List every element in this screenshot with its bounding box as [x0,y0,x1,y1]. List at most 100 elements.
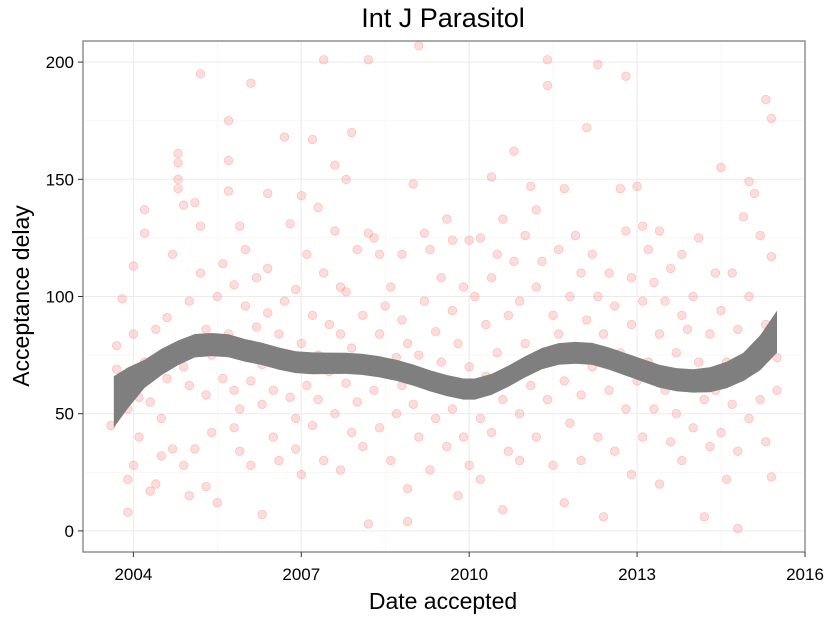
data-point [721,474,732,485]
data-point [587,249,598,260]
y-tick-label: 150 [46,170,74,189]
data-point [705,329,715,339]
data-point [649,277,659,288]
x-tick-label: 2010 [450,565,488,584]
data-point [738,212,749,222]
data-point [654,226,665,236]
data-point [509,256,519,267]
data-point [341,287,351,297]
data-point [167,444,178,454]
data-point [285,392,295,403]
data-point [537,256,547,267]
plot-panel [82,40,806,553]
data-point [206,427,217,438]
data-point [593,59,603,70]
x-tick-label: 2004 [114,565,152,584]
data-point [279,296,290,306]
data-point [263,188,273,199]
data-point [296,190,307,201]
data-point [458,432,469,442]
data-point [626,319,637,330]
data-point [682,324,693,335]
data-point [397,249,407,260]
data-point [677,249,687,260]
data-point [274,329,284,339]
data-point [565,418,575,428]
data-point [576,268,586,278]
data-point [167,249,178,260]
data-point [593,432,603,442]
data-point [526,181,536,192]
data-point [335,465,346,475]
data-point [761,437,771,447]
data-point [520,338,530,349]
data-point [615,183,626,194]
data-point [234,446,245,456]
data-point [688,291,698,302]
data-point [498,505,508,515]
data-point [649,404,659,414]
data-point [201,481,211,492]
data-point [291,444,301,454]
data-point [772,385,782,396]
data-point [285,219,295,229]
data-point [531,205,542,215]
data-point [111,364,122,374]
data-point [716,305,726,316]
data-point [386,455,396,466]
data-point [296,469,307,480]
data-point [744,291,754,302]
data-point [593,291,603,302]
data-point [330,160,340,170]
data-point [604,268,614,278]
data-point [263,308,273,318]
data-point [464,362,474,372]
data-point [117,294,127,304]
data-point [677,310,687,321]
data-point [386,282,396,292]
data-point [319,455,329,466]
data-point [654,329,665,339]
data-point [638,296,648,306]
data-point [481,319,491,330]
data-point [733,523,743,534]
data-point [531,282,542,292]
data-point [341,174,351,185]
data-point [229,423,239,433]
data-point [307,310,318,321]
data-point [716,427,726,438]
data-point [531,432,542,442]
data-point [352,244,362,255]
data-point [402,338,413,349]
data-point [660,296,670,306]
data-point [240,244,251,255]
data-point [402,516,413,527]
data-point [201,390,211,400]
data-point [218,259,228,269]
data-point [335,329,346,339]
data-point [251,322,262,332]
data-point [733,446,743,456]
data-point [542,394,553,405]
data-point [195,69,206,79]
data-point [268,432,279,442]
smooth-confidence-band [113,310,778,428]
data-point [582,122,592,133]
data-point [134,432,144,442]
data-point [257,509,267,520]
data-point [486,427,497,438]
data-point [554,329,564,339]
data-point [363,228,374,238]
data-point [178,460,189,471]
data-point [666,263,676,274]
data-point [694,357,704,367]
data-point [291,284,301,295]
data-point [436,273,446,283]
data-point [576,390,586,400]
data-point [559,498,570,508]
data-point [374,423,385,433]
data-point [464,460,474,471]
data-point [677,455,687,466]
data-point [229,280,239,290]
